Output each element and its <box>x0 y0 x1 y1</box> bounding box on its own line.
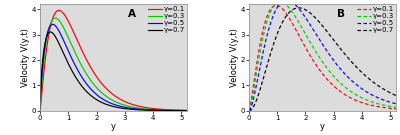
γ=0.7 <box>76 80 80 82</box>
γ=0.7 <box>64 59 69 60</box>
γ=0.7 <box>48 31 53 33</box>
γ=0.7 <box>284 15 289 16</box>
γ=0.7 <box>38 108 42 109</box>
γ=0.3 <box>124 105 129 107</box>
γ=0.3 <box>76 58 80 60</box>
γ=0.1 <box>124 102 129 103</box>
γ=0.7 <box>345 56 350 58</box>
γ=0.7 <box>394 95 398 96</box>
γ=0.1 <box>313 64 318 65</box>
γ=0.1 <box>136 105 141 107</box>
γ=0.7 <box>185 110 190 112</box>
X-axis label: y: y <box>111 122 116 131</box>
Y-axis label: Velocity V(y,t): Velocity V(y,t) <box>21 28 30 87</box>
γ=0.1 <box>345 95 350 97</box>
γ=0.1 <box>358 101 362 103</box>
γ=0.5 <box>358 87 362 88</box>
γ=0.5 <box>136 108 141 110</box>
Text: B: B <box>337 9 345 19</box>
γ=0.3 <box>345 88 350 90</box>
γ=0.5 <box>104 101 109 102</box>
γ=0.3 <box>358 96 362 98</box>
Text: A: A <box>128 9 136 19</box>
γ=0.3 <box>38 109 42 111</box>
γ=0.1 <box>64 17 69 18</box>
Line: γ=0.3: γ=0.3 <box>249 2 396 111</box>
γ=0.5 <box>76 70 80 72</box>
γ=0.1 <box>246 110 251 112</box>
γ=0.7 <box>313 17 318 19</box>
γ=0.5 <box>124 107 129 109</box>
γ=0.5 <box>272 11 277 12</box>
γ=0.1 <box>334 87 338 89</box>
γ=0.1 <box>76 41 80 43</box>
γ=0.3 <box>334 78 338 79</box>
γ=0.3 <box>272 4 277 6</box>
Legend: γ=0.1, γ=0.3, γ=0.5, γ=0.7: γ=0.1, γ=0.3, γ=0.5, γ=0.7 <box>147 5 186 34</box>
γ=0.7 <box>272 39 277 41</box>
γ=0.7 <box>358 70 362 71</box>
γ=0.5 <box>334 63 338 64</box>
γ=0.7 <box>124 108 129 110</box>
γ=0.3 <box>64 32 69 34</box>
γ=0.1 <box>56 10 61 11</box>
γ=0.1 <box>274 4 278 6</box>
Line: γ=0.3: γ=0.3 <box>40 18 187 111</box>
γ=0.7 <box>149 109 154 111</box>
Line: γ=0.7: γ=0.7 <box>40 32 187 111</box>
γ=0.7 <box>296 7 301 9</box>
Line: γ=0.5: γ=0.5 <box>249 0 396 111</box>
γ=0.7 <box>104 104 109 105</box>
Line: γ=0.7: γ=0.7 <box>249 8 396 111</box>
γ=0.5 <box>64 46 69 47</box>
γ=0.3 <box>284 5 289 6</box>
γ=0.5 <box>246 110 251 112</box>
γ=0.1 <box>38 110 42 111</box>
γ=0.3 <box>278 1 282 3</box>
γ=0.3 <box>246 110 251 112</box>
γ=0.5 <box>345 76 350 77</box>
γ=0.3 <box>313 51 318 52</box>
γ=0.1 <box>185 110 190 111</box>
γ=0.5 <box>50 23 55 25</box>
γ=0.5 <box>284 0 289 1</box>
Y-axis label: Velocity V(y,t): Velocity V(y,t) <box>230 28 239 87</box>
Line: γ=0.1: γ=0.1 <box>40 10 187 111</box>
γ=0.5 <box>394 103 398 105</box>
γ=0.1 <box>104 88 109 90</box>
Line: γ=0.1: γ=0.1 <box>249 5 396 111</box>
γ=0.3 <box>53 17 58 19</box>
γ=0.5 <box>313 33 318 34</box>
Line: γ=0.5: γ=0.5 <box>40 24 187 111</box>
γ=0.3 <box>149 109 154 110</box>
γ=0.7 <box>246 110 251 112</box>
γ=0.3 <box>185 110 190 111</box>
γ=0.1 <box>284 14 289 15</box>
γ=0.1 <box>149 107 154 109</box>
Legend: γ=0.1, γ=0.3, γ=0.5, γ=0.7: γ=0.1, γ=0.3, γ=0.5, γ=0.7 <box>356 5 395 34</box>
γ=0.3 <box>394 107 398 108</box>
X-axis label: y: y <box>320 122 325 131</box>
γ=0.1 <box>394 108 398 110</box>
γ=0.3 <box>104 96 109 98</box>
γ=0.1 <box>272 5 277 6</box>
γ=0.7 <box>136 109 141 111</box>
γ=0.5 <box>149 109 154 111</box>
γ=0.3 <box>136 107 141 109</box>
γ=0.5 <box>38 109 42 110</box>
γ=0.7 <box>334 42 338 44</box>
γ=0.5 <box>284 0 289 1</box>
γ=0.5 <box>185 110 190 111</box>
